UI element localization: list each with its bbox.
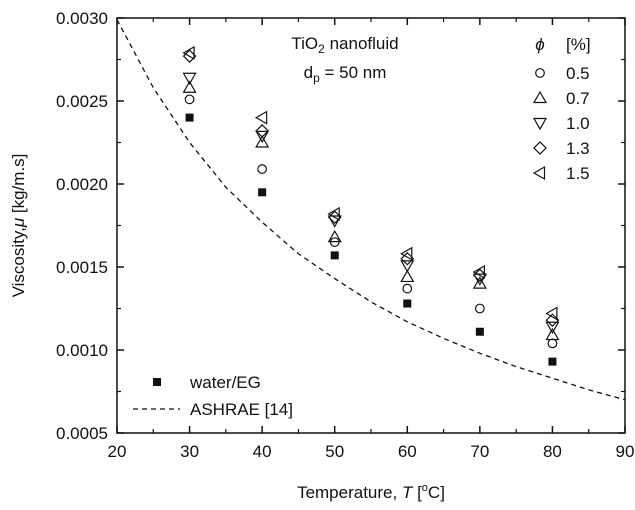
data-point xyxy=(475,327,484,336)
data-point xyxy=(255,124,269,138)
y-tick-label: 0.0025 xyxy=(56,92,108,111)
y-axis-title: Viscosity,μ [kg/m.s] xyxy=(9,154,28,298)
x-tick-label: 80 xyxy=(543,442,562,461)
series-1-3 xyxy=(182,49,560,327)
data-point xyxy=(400,269,415,283)
data-point xyxy=(182,72,197,85)
phi-legend: ϕ [%] 0.5 0.7 1.0 1.3 1.5 xyxy=(532,35,591,183)
data-point xyxy=(327,206,340,221)
x-tick-label: 70 xyxy=(470,442,489,461)
data-point xyxy=(254,110,268,125)
data-point xyxy=(255,130,270,144)
phi-legend-label: 0.5 xyxy=(566,64,590,83)
ashrae-curve xyxy=(116,19,626,401)
x-tick-label: 40 xyxy=(253,442,272,461)
series-water-eg xyxy=(185,113,557,366)
series-0-5 xyxy=(184,94,558,349)
phi-legend-marker xyxy=(535,68,545,78)
phi-legend-label: 1.3 xyxy=(566,139,590,158)
data-point xyxy=(472,273,487,286)
data-point xyxy=(185,113,194,122)
phi-legend-marker xyxy=(532,165,546,181)
base-legend-label: water/EG xyxy=(189,373,261,392)
axis-ticks: 20 30 40 50 60 70 80 90 0.0005 0.0010 0.0015 0.0020… xyxy=(56,9,634,461)
data-point xyxy=(258,188,267,197)
x-tick-label: 90 xyxy=(616,442,635,461)
series-ashrae-14- xyxy=(116,19,626,401)
data-point xyxy=(255,135,270,148)
plot-area: 20 30 40 50 60 70 80 90 0.0005 0.0010 0.0015 0.0020… xyxy=(56,9,634,461)
data-point xyxy=(327,215,342,228)
data-point xyxy=(400,260,415,273)
x-tick-label: 30 xyxy=(180,442,199,461)
data-point xyxy=(548,357,557,366)
x-tick-label: 20 xyxy=(108,442,127,461)
data-point xyxy=(402,283,413,294)
series-1-5 xyxy=(182,45,558,321)
phi-legend-header-symbol: ϕ xyxy=(535,35,544,54)
data-point xyxy=(474,303,485,314)
particle-size-annotation: dp = 50 nm xyxy=(304,63,387,85)
phi-legend-marker xyxy=(532,90,548,104)
x-tick-label: 50 xyxy=(325,442,344,461)
data-point xyxy=(257,164,268,174)
data-point xyxy=(545,327,560,341)
data-point xyxy=(403,299,412,308)
y-tick-label: 0.0030 xyxy=(56,9,108,28)
phi-legend-label: 1.0 xyxy=(566,114,590,133)
nanofluid-annotation: TiO2 nanofluid xyxy=(291,34,398,56)
phi-legend-label: 1.5 xyxy=(566,164,590,183)
phi-legend-marker xyxy=(533,141,547,155)
data-point xyxy=(547,338,558,349)
y-tick-label: 0.0005 xyxy=(56,424,108,443)
base-legend: water/EG ASHRAE [14] xyxy=(133,373,293,419)
legend-square-marker xyxy=(153,378,161,386)
data-point xyxy=(182,80,197,93)
data-point xyxy=(472,276,487,289)
data-point xyxy=(330,251,339,260)
y-tick-label: 0.0010 xyxy=(56,341,108,360)
data-point xyxy=(545,306,558,321)
data-point xyxy=(472,264,485,280)
phi-legend-header-label: [%] xyxy=(566,35,591,54)
series-1-0 xyxy=(182,72,560,334)
x-tick-label: 60 xyxy=(398,442,417,461)
phi-legend-marker xyxy=(532,117,548,131)
y-tick-label: 0.0015 xyxy=(56,258,108,277)
series-layer xyxy=(116,19,626,401)
x-axis-title: Temperature, T [oC] xyxy=(297,482,445,502)
data-point xyxy=(182,45,195,60)
base-legend-label: ASHRAE [14] xyxy=(190,400,293,419)
y-tick-label: 0.0020 xyxy=(56,175,108,194)
data-point xyxy=(184,94,195,105)
data-point xyxy=(545,321,560,334)
phi-legend-label: 0.7 xyxy=(566,89,590,108)
series-0-7 xyxy=(182,80,560,341)
data-point xyxy=(400,246,413,261)
data-point xyxy=(327,229,342,243)
